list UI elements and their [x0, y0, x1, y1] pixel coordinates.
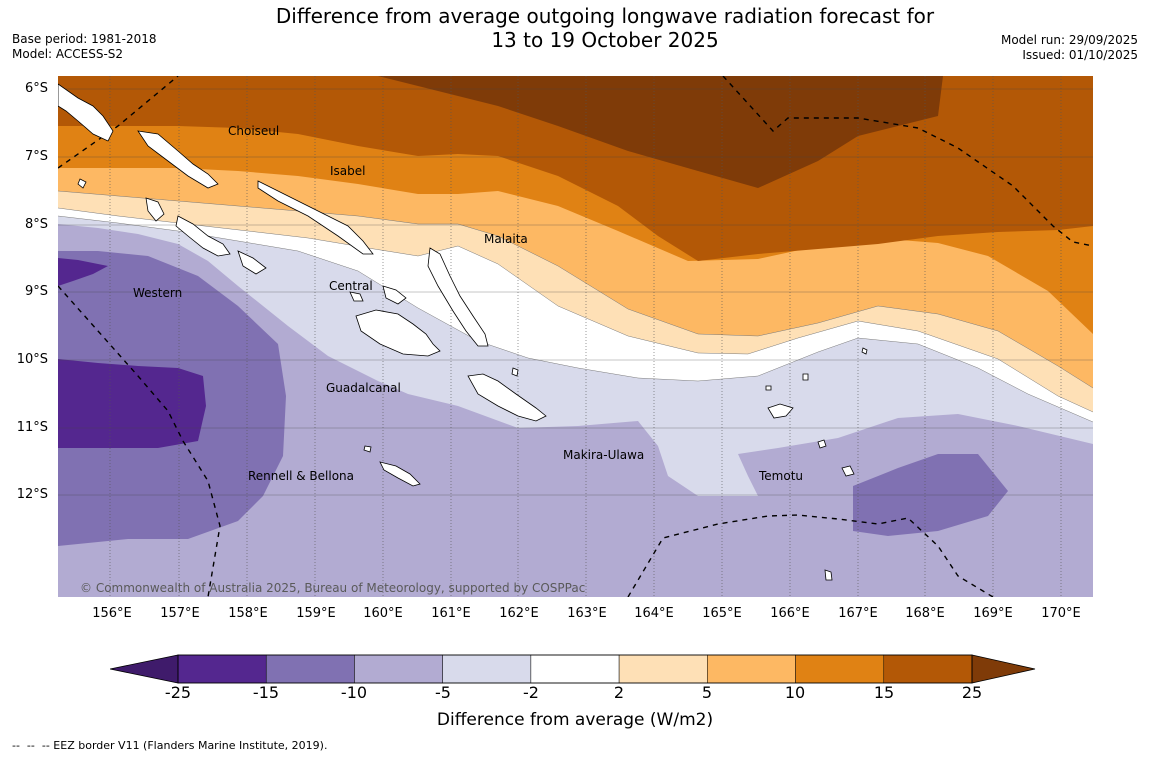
colorbar-segment: [177, 654, 267, 684]
map-canvas: Choiseul Isabel Malaita Central Western …: [58, 76, 1093, 597]
island-guadalcanal: [355, 309, 441, 357]
lat-label: 8°S: [24, 217, 48, 232]
island-choiseul: [137, 130, 219, 189]
colorbar-tick: -2: [523, 683, 539, 702]
island-florida: [382, 285, 407, 305]
lon-label: 169°E: [973, 606, 1013, 621]
band-minus15-25-nw: [58, 258, 108, 286]
island-anuta: [765, 385, 772, 391]
colorbar-tick: -10: [340, 683, 368, 702]
island-reefs: [802, 373, 809, 381]
colorbar-tick: 5: [701, 683, 713, 702]
region-label-makira: Makira-Ulawa: [563, 448, 644, 462]
island-shortland: [77, 178, 87, 189]
colorbar-label: Difference from average (W/m2): [436, 710, 714, 730]
colorbar-tick: -25: [164, 683, 192, 702]
island-russell: [349, 291, 364, 302]
eez-borders: [58, 76, 1093, 597]
region-label-rennell: Rennell & Bellona: [248, 469, 354, 483]
lat-label: 6°S: [24, 81, 48, 96]
island-vanikoro: [841, 465, 855, 477]
colorbar-tick: 15: [873, 683, 895, 702]
lon-label: 161°E: [431, 606, 471, 621]
island-tikopia: [824, 569, 833, 581]
colorbar-extend-high: [972, 655, 1035, 683]
region-label-choiseul: Choiseul: [228, 124, 279, 138]
lon-label: 164°E: [634, 606, 674, 621]
island-bougainville-tip: [58, 83, 114, 142]
colorbar-segment: [265, 654, 355, 684]
region-label-western: Western: [133, 286, 182, 300]
chart-title-line2: 13 to 19 October 2025: [491, 28, 719, 52]
island-rennell: [379, 461, 421, 487]
lon-label: 167°E: [838, 606, 878, 621]
colorbar-tick: 10: [784, 683, 806, 702]
latitude-gridlines: [58, 88, 1093, 496]
colorbar-segment: [795, 654, 885, 684]
island-duff: [861, 347, 868, 355]
lon-label: 165°E: [702, 606, 742, 621]
island-santa-cruz: [767, 403, 794, 419]
colorbar-frame: [177, 654, 973, 684]
lon-label: 166°E: [770, 606, 810, 621]
chart-title-line1: Difference from average outgoing longwav…: [275, 4, 935, 28]
region-label-malaita: Malaita: [484, 232, 528, 246]
colorbar-segment: [442, 654, 532, 684]
region-label-guadalcanal: Guadalcanal: [326, 381, 401, 395]
colorbar-extend-low: [110, 655, 178, 683]
region-label-isabel: Isabel: [330, 164, 365, 178]
island-new-georgia: [175, 215, 231, 257]
issued-date: Issued: 01/10/2025: [1022, 48, 1138, 62]
lon-label: 158°E: [228, 606, 268, 621]
island-malaita: [427, 247, 489, 347]
lon-label: 162°E: [499, 606, 539, 621]
lon-label: 156°E: [92, 606, 132, 621]
lat-label: 12°S: [16, 487, 48, 502]
lon-label: 160°E: [363, 606, 403, 621]
colorbar: [110, 654, 1036, 684]
lon-label: 170°E: [1041, 606, 1081, 621]
band-plus25: [378, 76, 943, 188]
base-period: Base period: 1981-2018: [12, 32, 157, 46]
lat-label: 10°S: [16, 352, 48, 367]
lon-label: 159°E: [296, 606, 336, 621]
colorbar-segment: [354, 654, 443, 684]
copyright-notice: © Commonwealth of Australia 2025, Bureau…: [80, 581, 585, 595]
eez-border-note: -- -- -- EEZ border V11 (Flanders Marine…: [12, 739, 328, 752]
lon-label: 168°E: [905, 606, 945, 621]
lat-label: 9°S: [24, 284, 48, 299]
region-label-temotu: Temotu: [758, 469, 803, 483]
lat-label: 11°S: [16, 420, 48, 435]
map-panel: Choiseul Isabel Malaita Central Western …: [58, 76, 1093, 597]
colorbar-tick: -15: [252, 683, 280, 702]
lon-label: 157°E: [160, 606, 200, 621]
colorbar-segment: [707, 654, 796, 684]
band-minus15-25: [58, 359, 206, 448]
colorbar-segment: [530, 654, 620, 684]
contour-lines: [58, 190, 1093, 423]
island-makira: [467, 373, 547, 422]
band-minus5-10: [58, 224, 1093, 597]
island-isabel: [257, 180, 374, 255]
island-utupua: [817, 439, 827, 449]
lat-label: 7°S: [24, 149, 48, 164]
colorbar-segment: [883, 654, 973, 684]
colorbar-tick: -5: [435, 683, 451, 702]
island-outlines: [58, 83, 868, 581]
island-ulawa: [511, 367, 519, 377]
colorbar-tick: 2: [613, 683, 625, 702]
lon-label: 163°E: [567, 606, 607, 621]
island-bellona: [363, 445, 372, 453]
region-label-central: Central: [329, 279, 373, 293]
island-rendova: [237, 250, 267, 275]
colorbar-segment: [618, 654, 708, 684]
model-name: Model: ACCESS-S2: [12, 47, 124, 61]
island-vella: [145, 197, 165, 222]
colorbar-tick: 25: [961, 683, 983, 702]
model-run: Model run: 29/09/2025: [1000, 33, 1138, 47]
